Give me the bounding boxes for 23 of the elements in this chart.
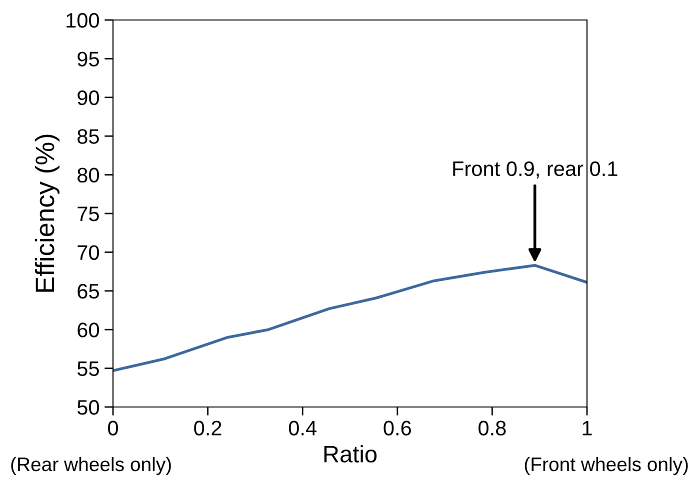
y-tick-label: 55 (77, 362, 99, 376)
x-tick-label: 1 (582, 420, 592, 436)
y-tick-label: 60 (78, 322, 99, 338)
x-tick-label: 0.4 (288, 420, 316, 436)
y-tick-label: 50 (77, 400, 99, 415)
y-tick-label: 70 (78, 245, 99, 260)
x-tick-label: 0.8 (478, 420, 506, 436)
text: (Rear wheels only) (11, 456, 171, 476)
y-axis-title: Efficiency (%) (34, 134, 60, 292)
y-tick-label: 90 (78, 90, 99, 106)
x-tick-label: 0 (108, 420, 118, 436)
y-tick-label: 85 (78, 129, 99, 144)
x-tick-label: 0.2 (194, 420, 222, 436)
y-tick-label: 65 (78, 284, 99, 299)
y-tick-label: 75 (78, 206, 99, 222)
y-tick-label: 80 (78, 168, 99, 183)
text: (Front wheels only) (524, 456, 688, 476)
annotation: Front 0.9, rear 0.1 (453, 161, 618, 179)
line-series (113, 264, 587, 372)
y-tick-label: 100 (66, 13, 99, 28)
y-tick-label: 95 (78, 52, 99, 66)
x-axis-title: Ratio (324, 445, 377, 463)
x-tick-label: 0.6 (384, 420, 411, 436)
